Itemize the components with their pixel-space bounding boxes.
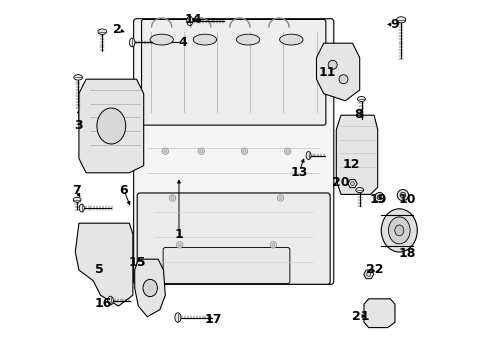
Ellipse shape bbox=[171, 197, 174, 199]
Ellipse shape bbox=[186, 16, 192, 26]
Ellipse shape bbox=[169, 195, 175, 201]
Text: 2: 2 bbox=[113, 23, 122, 36]
Ellipse shape bbox=[338, 75, 347, 84]
Ellipse shape bbox=[162, 148, 168, 154]
Text: 17: 17 bbox=[203, 313, 221, 326]
Ellipse shape bbox=[374, 193, 384, 202]
Polygon shape bbox=[363, 270, 373, 279]
Text: 15: 15 bbox=[128, 256, 146, 269]
Ellipse shape bbox=[350, 182, 354, 185]
Ellipse shape bbox=[394, 225, 403, 236]
Ellipse shape bbox=[357, 96, 365, 102]
FancyBboxPatch shape bbox=[133, 19, 333, 284]
Polygon shape bbox=[134, 259, 165, 317]
Text: 14: 14 bbox=[184, 13, 202, 26]
Ellipse shape bbox=[129, 38, 135, 47]
Ellipse shape bbox=[355, 188, 363, 193]
Ellipse shape bbox=[176, 242, 183, 248]
Text: 20: 20 bbox=[331, 176, 349, 189]
Ellipse shape bbox=[269, 242, 276, 248]
Polygon shape bbox=[336, 115, 377, 194]
Text: 10: 10 bbox=[398, 193, 415, 206]
Text: 7: 7 bbox=[72, 184, 80, 197]
Ellipse shape bbox=[387, 217, 409, 244]
Ellipse shape bbox=[277, 195, 283, 201]
Ellipse shape bbox=[163, 150, 166, 153]
FancyBboxPatch shape bbox=[137, 193, 329, 284]
Text: 1: 1 bbox=[174, 228, 183, 240]
Text: 8: 8 bbox=[354, 108, 363, 121]
Ellipse shape bbox=[243, 150, 245, 153]
Ellipse shape bbox=[396, 189, 407, 201]
Ellipse shape bbox=[366, 272, 370, 276]
Ellipse shape bbox=[175, 313, 181, 322]
Ellipse shape bbox=[142, 279, 157, 297]
Ellipse shape bbox=[279, 34, 303, 45]
Text: 3: 3 bbox=[75, 119, 83, 132]
Ellipse shape bbox=[399, 192, 405, 198]
Text: 18: 18 bbox=[398, 247, 415, 260]
Ellipse shape bbox=[305, 152, 310, 159]
Ellipse shape bbox=[200, 150, 203, 153]
Ellipse shape bbox=[193, 34, 216, 45]
Text: 11: 11 bbox=[318, 66, 335, 79]
Polygon shape bbox=[363, 299, 394, 328]
Text: 6: 6 bbox=[120, 184, 128, 197]
Ellipse shape bbox=[284, 148, 290, 154]
Ellipse shape bbox=[178, 243, 181, 246]
FancyBboxPatch shape bbox=[141, 19, 325, 125]
Ellipse shape bbox=[79, 204, 84, 212]
Text: 22: 22 bbox=[366, 263, 383, 276]
FancyBboxPatch shape bbox=[163, 248, 289, 284]
Text: 9: 9 bbox=[390, 18, 399, 31]
Ellipse shape bbox=[74, 75, 82, 80]
Text: 16: 16 bbox=[95, 297, 112, 310]
Polygon shape bbox=[75, 223, 133, 306]
Ellipse shape bbox=[107, 296, 113, 305]
Ellipse shape bbox=[241, 148, 247, 154]
Ellipse shape bbox=[376, 195, 381, 200]
Text: 4: 4 bbox=[179, 36, 187, 49]
Ellipse shape bbox=[327, 60, 337, 69]
Ellipse shape bbox=[236, 34, 259, 45]
Ellipse shape bbox=[396, 17, 405, 23]
Polygon shape bbox=[347, 180, 356, 188]
Ellipse shape bbox=[285, 150, 288, 153]
Ellipse shape bbox=[98, 29, 106, 35]
Ellipse shape bbox=[97, 108, 125, 144]
Text: 13: 13 bbox=[290, 166, 307, 179]
Ellipse shape bbox=[279, 197, 282, 199]
Ellipse shape bbox=[198, 148, 204, 154]
Ellipse shape bbox=[73, 197, 81, 202]
Ellipse shape bbox=[150, 34, 173, 45]
Text: 19: 19 bbox=[369, 193, 386, 206]
Text: 12: 12 bbox=[342, 158, 360, 171]
Ellipse shape bbox=[381, 209, 416, 252]
Polygon shape bbox=[79, 79, 143, 173]
Polygon shape bbox=[316, 43, 359, 101]
Ellipse shape bbox=[271, 243, 274, 246]
Text: 5: 5 bbox=[95, 263, 104, 276]
Text: 21: 21 bbox=[351, 310, 368, 323]
